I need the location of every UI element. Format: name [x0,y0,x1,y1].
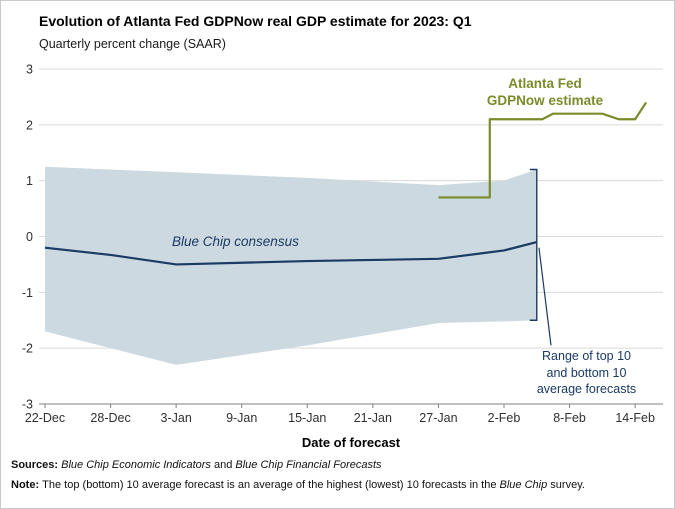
y-tick-label: -1 [22,286,33,300]
range-annotation-pointer [538,247,552,346]
x-tick-label: 22-Dec [25,411,65,425]
x-tick-label: 14-Feb [615,411,655,425]
gdpnow-series-label-line1: Atlanta Fed [508,76,582,91]
x-tick-label: 2-Feb [488,411,521,425]
chart-title: Evolution of Atlanta Fed GDPNow real GDP… [39,13,472,29]
range-bracket [529,168,538,321]
note-label: Note: [11,479,43,491]
y-tick-label: 2 [26,118,33,132]
note-line: Note: The top (bottom) 10 average foreca… [11,479,585,491]
x-axis-title: Date of forecast [301,435,401,450]
range-annotation-line3: average forecasts [536,382,637,396]
sources-line: Sources: Blue Chip Economic Indicators a… [11,459,382,471]
y-tick-label: -3 [22,398,33,412]
x-tick-label: 21-Jan [354,411,392,425]
x-tick-label: 15-Jan [288,411,326,425]
gdpnow-series-label-line2: GDPNow estimate [486,93,604,108]
y-tick-label: 3 [26,63,33,77]
source-2: Blue Chip Financial Forecasts [235,459,382,471]
y-tick-label: 1 [26,174,33,188]
note-end: survey. [547,479,585,491]
y-tick-label: 0 [26,230,33,244]
y-tick-label: -2 [22,342,33,356]
consensus-series-label: Blue Chip consensus [172,234,299,249]
gdpnow-series-label: Atlanta Fed GDPNow estimate [466,75,624,109]
x-tick-label: 8-Feb [553,411,586,425]
x-tick-label: 3-Jan [161,411,192,425]
sources-label: Sources: [11,459,62,471]
atlanta-fed-gdpnow-estimate-line [438,101,647,199]
forecast-range-band [45,166,537,365]
sources-and: and [210,459,236,471]
gdpnow-evolution-chart: -3 -2 -1 0 1 2 3 22-Dec 28-Dec 3-Jan 9-Jan 15-Jan 21… [22,63,663,425]
range-annotation-line1: Range of top 10 [542,349,631,363]
note-italic: Blue Chip [499,479,548,491]
range-annotation-label: Range of top 10 and bottom 10 average fo… [509,348,664,398]
x-tick-label: 9-Jan [226,411,257,425]
note-body: The top (bottom) 10 average forecast is … [42,479,500,491]
source-1: Blue Chip Economic Indicators [61,459,211,471]
blue-chip-consensus-line [44,241,538,266]
range-annotation-line2: and bottom 10 [546,365,627,380]
x-tick-label: 27-Jan [419,411,457,425]
chart-subtitle: Quarterly percent change (SAAR) [39,37,226,51]
x-tick-label: 28-Dec [90,411,130,425]
